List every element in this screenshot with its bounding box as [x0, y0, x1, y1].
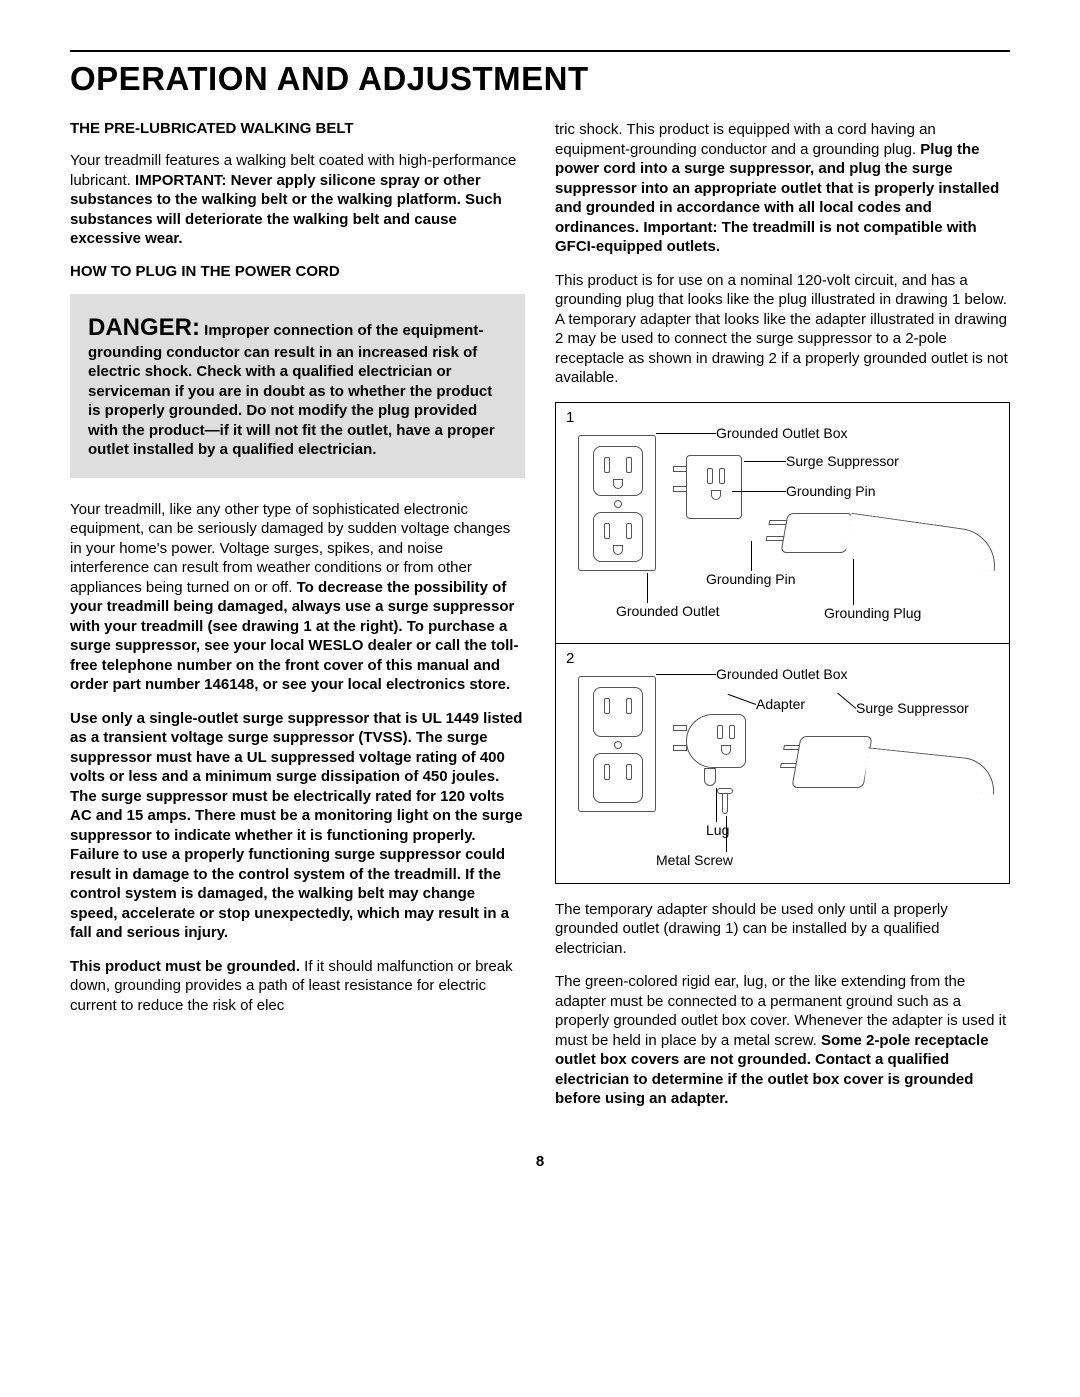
diagram-panel-2: 2 — [556, 643, 1009, 883]
danger-box: DANGER: Improper connection of the equip… — [70, 294, 525, 478]
adapter-drawing — [686, 714, 746, 768]
paragraph: Your treadmill features a walking belt c… — [70, 151, 525, 249]
cord-drawing — [865, 747, 998, 794]
left-column: THE PRE-LUBRICATED WALKING BELT Your tre… — [70, 120, 525, 1123]
diagram-box: 1 — [555, 402, 1010, 884]
label-adapter: Adapter — [756, 696, 805, 712]
label-outlet-box2: Grounded Outlet Box — [716, 666, 848, 682]
columns: THE PRE-LUBRICATED WALKING BELT Your tre… — [70, 120, 1010, 1123]
page-title: OPERATION AND ADJUSTMENT — [70, 60, 1010, 98]
top-rule — [70, 50, 1010, 52]
label-gpin1: Grounding Pin — [786, 483, 876, 499]
diagram-panel-1: 1 — [556, 403, 1009, 643]
paragraph: The temporary adapter should be used onl… — [555, 900, 1010, 959]
label-goutlet: Grounded Outlet — [616, 603, 720, 619]
cord-drawing — [846, 512, 1000, 571]
label-gplug: Grounding Plug — [824, 605, 921, 621]
paragraph-bold: Use only a single-outlet surge suppresso… — [70, 709, 525, 943]
screw-head — [717, 788, 733, 794]
label-surge: Surge Suppressor — [786, 453, 899, 469]
text: tric shock. This product is equipped wit… — [555, 121, 936, 158]
outlet-drawing — [578, 676, 656, 812]
danger-word: DANGER: — [88, 314, 200, 341]
label-outlet-box: Grounded Outlet Box — [716, 425, 848, 441]
right-column: tric shock. This product is equipped wit… — [555, 120, 1010, 1123]
diagram-number: 2 — [566, 650, 574, 667]
paragraph: This product must be grounded. If it sho… — [70, 957, 525, 1016]
paragraph: This product is for use on a nominal 120… — [555, 271, 1010, 388]
label-surge2: Surge Suppressor — [856, 700, 969, 716]
danger-paragraph: DANGER: Improper connection of the equip… — [88, 312, 507, 460]
subhead-powercord: HOW TO PLUG IN THE POWER CORD — [70, 263, 525, 280]
label-screw: Metal Screw — [656, 852, 733, 868]
diagram-number: 1 — [566, 409, 574, 426]
surge-suppressor-drawing — [791, 736, 872, 788]
subhead-walking-belt: THE PRE-LUBRICATED WALKING BELT — [70, 120, 525, 137]
danger-text: Improper connection of the equipment-gro… — [88, 322, 495, 459]
surge-suppressor-drawing — [686, 455, 742, 519]
text-bold: This product must be grounded. — [70, 958, 300, 975]
lug-drawing — [704, 768, 716, 786]
text-bold: IMPORTANT: Never apply silicone spray or… — [70, 172, 502, 248]
paragraph: tric shock. This product is equipped wit… — [555, 120, 1010, 257]
screw-drawing — [722, 792, 728, 814]
outlet-drawing — [578, 435, 656, 571]
grounding-plug-drawing — [780, 513, 853, 553]
paragraph: The green-colored rigid ear, lug, or the… — [555, 972, 1010, 1109]
label-gpin2: Grounding Pin — [706, 571, 796, 587]
page-number: 8 — [70, 1153, 1010, 1170]
paragraph: Your treadmill, like any other type of s… — [70, 500, 525, 695]
